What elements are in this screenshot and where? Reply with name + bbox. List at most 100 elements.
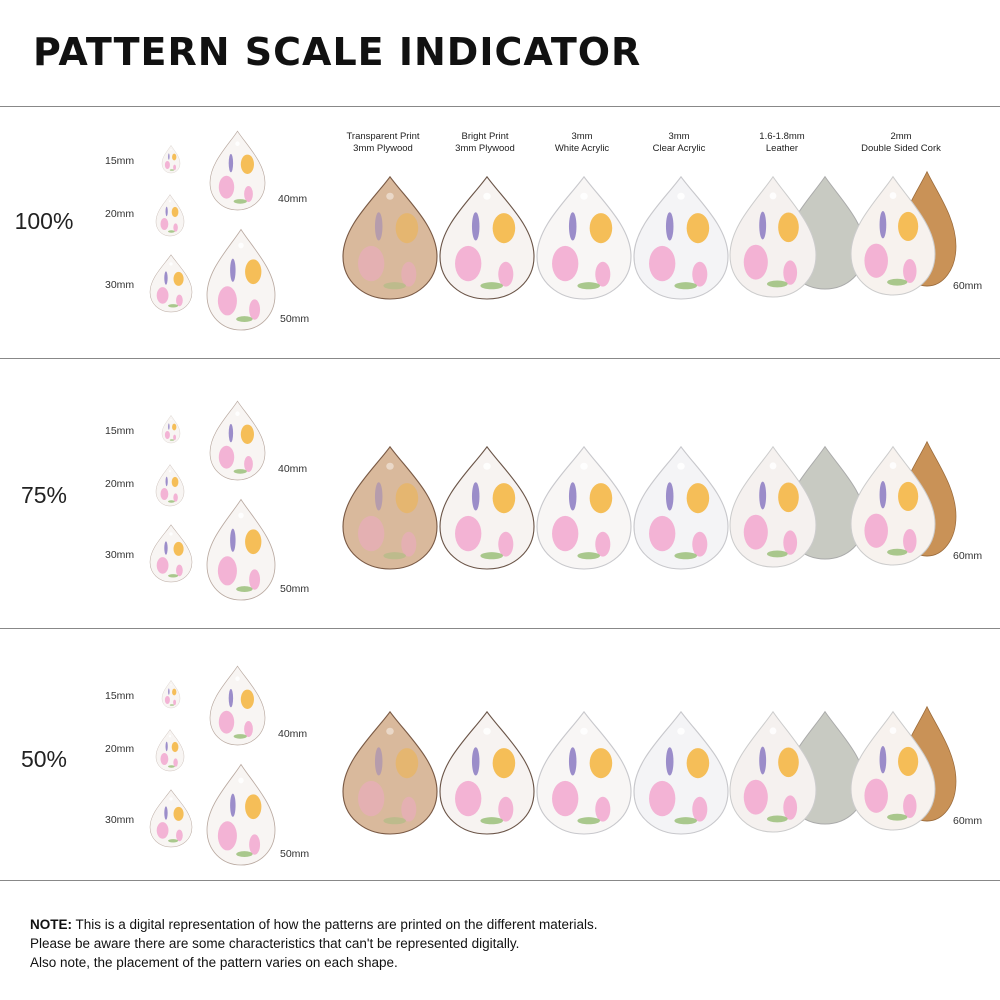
size-label-40mm: 40mm (278, 728, 308, 740)
pattern-motif (887, 278, 908, 286)
material-drop-2 (536, 710, 632, 835)
pattern-motif (172, 688, 177, 696)
pattern-motif (589, 213, 613, 244)
pattern-motif (164, 161, 170, 169)
drop-shape (342, 175, 438, 300)
hole-mark (889, 192, 897, 199)
header-line: Leather (765, 143, 799, 154)
pattern-motif (245, 529, 262, 555)
size-label-30mm: 30mm (105, 814, 135, 826)
sample-drop-20mm (155, 729, 185, 772)
pattern-motif (168, 153, 170, 160)
pattern-motif (480, 552, 503, 560)
size-label-30mm: 30mm (105, 279, 135, 291)
pattern-motif (692, 531, 708, 557)
pattern-motif (383, 817, 406, 825)
hole-mark (169, 262, 173, 266)
pattern-motif (156, 557, 169, 574)
hole-mark (168, 200, 172, 203)
drop-shape (342, 710, 438, 835)
pattern-motif (649, 515, 676, 552)
hole-mark (170, 684, 172, 686)
material-header-clear-acrylic: 3mm Clear Acrylic (624, 131, 734, 155)
pattern-motif (245, 259, 262, 285)
sample-drop-15mm (161, 145, 181, 174)
pattern-motif (766, 815, 788, 823)
drop-shape (342, 445, 438, 570)
scale-label-100: 100% (14, 208, 74, 234)
note-line: Also note, the placement of the pattern … (30, 955, 398, 970)
pattern-motif (173, 541, 184, 556)
pattern-motif (383, 282, 406, 290)
pattern-motif (230, 793, 236, 817)
pattern-motif (228, 154, 234, 173)
pattern-motif (665, 482, 674, 511)
pattern-motif (395, 213, 419, 244)
size-label-15mm: 15mm (105, 425, 135, 437)
sample-drop-30mm (149, 254, 193, 313)
material-header-bright-plywood: Bright Print 3mm Plywood (430, 131, 540, 155)
header-line: White Acrylic (554, 143, 610, 154)
pattern-motif (218, 710, 235, 734)
pattern-motif (492, 483, 516, 514)
hole-mark (580, 462, 588, 470)
pattern-motif (164, 806, 168, 820)
pattern-motif (240, 424, 254, 444)
pattern-motif (240, 154, 254, 174)
pattern-motif (783, 260, 798, 285)
pattern-motif (173, 493, 178, 502)
pattern-motif (168, 839, 179, 843)
material-drop-2 (536, 175, 632, 300)
size-label-40mm: 40mm (278, 463, 308, 475)
pattern-motif (172, 423, 177, 431)
pattern-motif (244, 186, 253, 202)
size-label-20mm: 20mm (105, 743, 135, 755)
pattern-motif (244, 721, 253, 737)
hole-mark (169, 532, 173, 536)
pattern-motif (173, 806, 184, 821)
note-line: This is a digital representation of how … (72, 917, 598, 932)
hole-mark (169, 797, 173, 801)
pattern-motif (864, 243, 888, 278)
pattern-motif (168, 574, 179, 578)
page-title: PATTERN SCALE INDICATOR (33, 30, 642, 74)
pattern-motif (595, 796, 611, 822)
hole-mark (235, 141, 240, 146)
hole-mark (580, 727, 588, 735)
pattern-motif (887, 548, 908, 556)
pattern-motif (165, 206, 168, 217)
hole-mark (168, 735, 172, 738)
pattern-motif (649, 780, 676, 817)
header-line: 1.6-1.8mm (759, 131, 805, 142)
pattern-motif (577, 552, 600, 560)
pattern-motif (171, 206, 179, 218)
pattern-motif (383, 552, 406, 560)
hole-mark (677, 192, 685, 200)
hole-mark (580, 192, 588, 200)
pattern-motif (577, 282, 600, 290)
hole-mark (168, 470, 172, 473)
pattern-motif (176, 294, 183, 307)
pattern-motif (169, 439, 175, 441)
pattern-motif (903, 794, 917, 818)
header-line: Bright Print (461, 131, 509, 142)
pattern-motif (176, 564, 183, 577)
pattern-motif (743, 244, 768, 280)
material-header-leather: 1.6-1.8mm Leather (727, 131, 837, 155)
pattern-motif (358, 245, 385, 282)
pattern-motif (568, 482, 577, 511)
pattern-motif (498, 261, 514, 287)
pattern-motif (173, 271, 184, 286)
pattern-motif (164, 271, 168, 285)
hole-mark (238, 512, 244, 519)
pattern-motif (374, 482, 383, 511)
header-line: 3mm Plywood (353, 143, 413, 154)
pattern-motif (879, 746, 887, 774)
sample-drop-40mm (209, 130, 266, 211)
pattern-motif (864, 778, 888, 813)
pattern-motif (674, 817, 697, 825)
pattern-motif (168, 765, 175, 768)
sample-drop-50mm (206, 498, 276, 601)
pattern-motif (228, 424, 234, 443)
